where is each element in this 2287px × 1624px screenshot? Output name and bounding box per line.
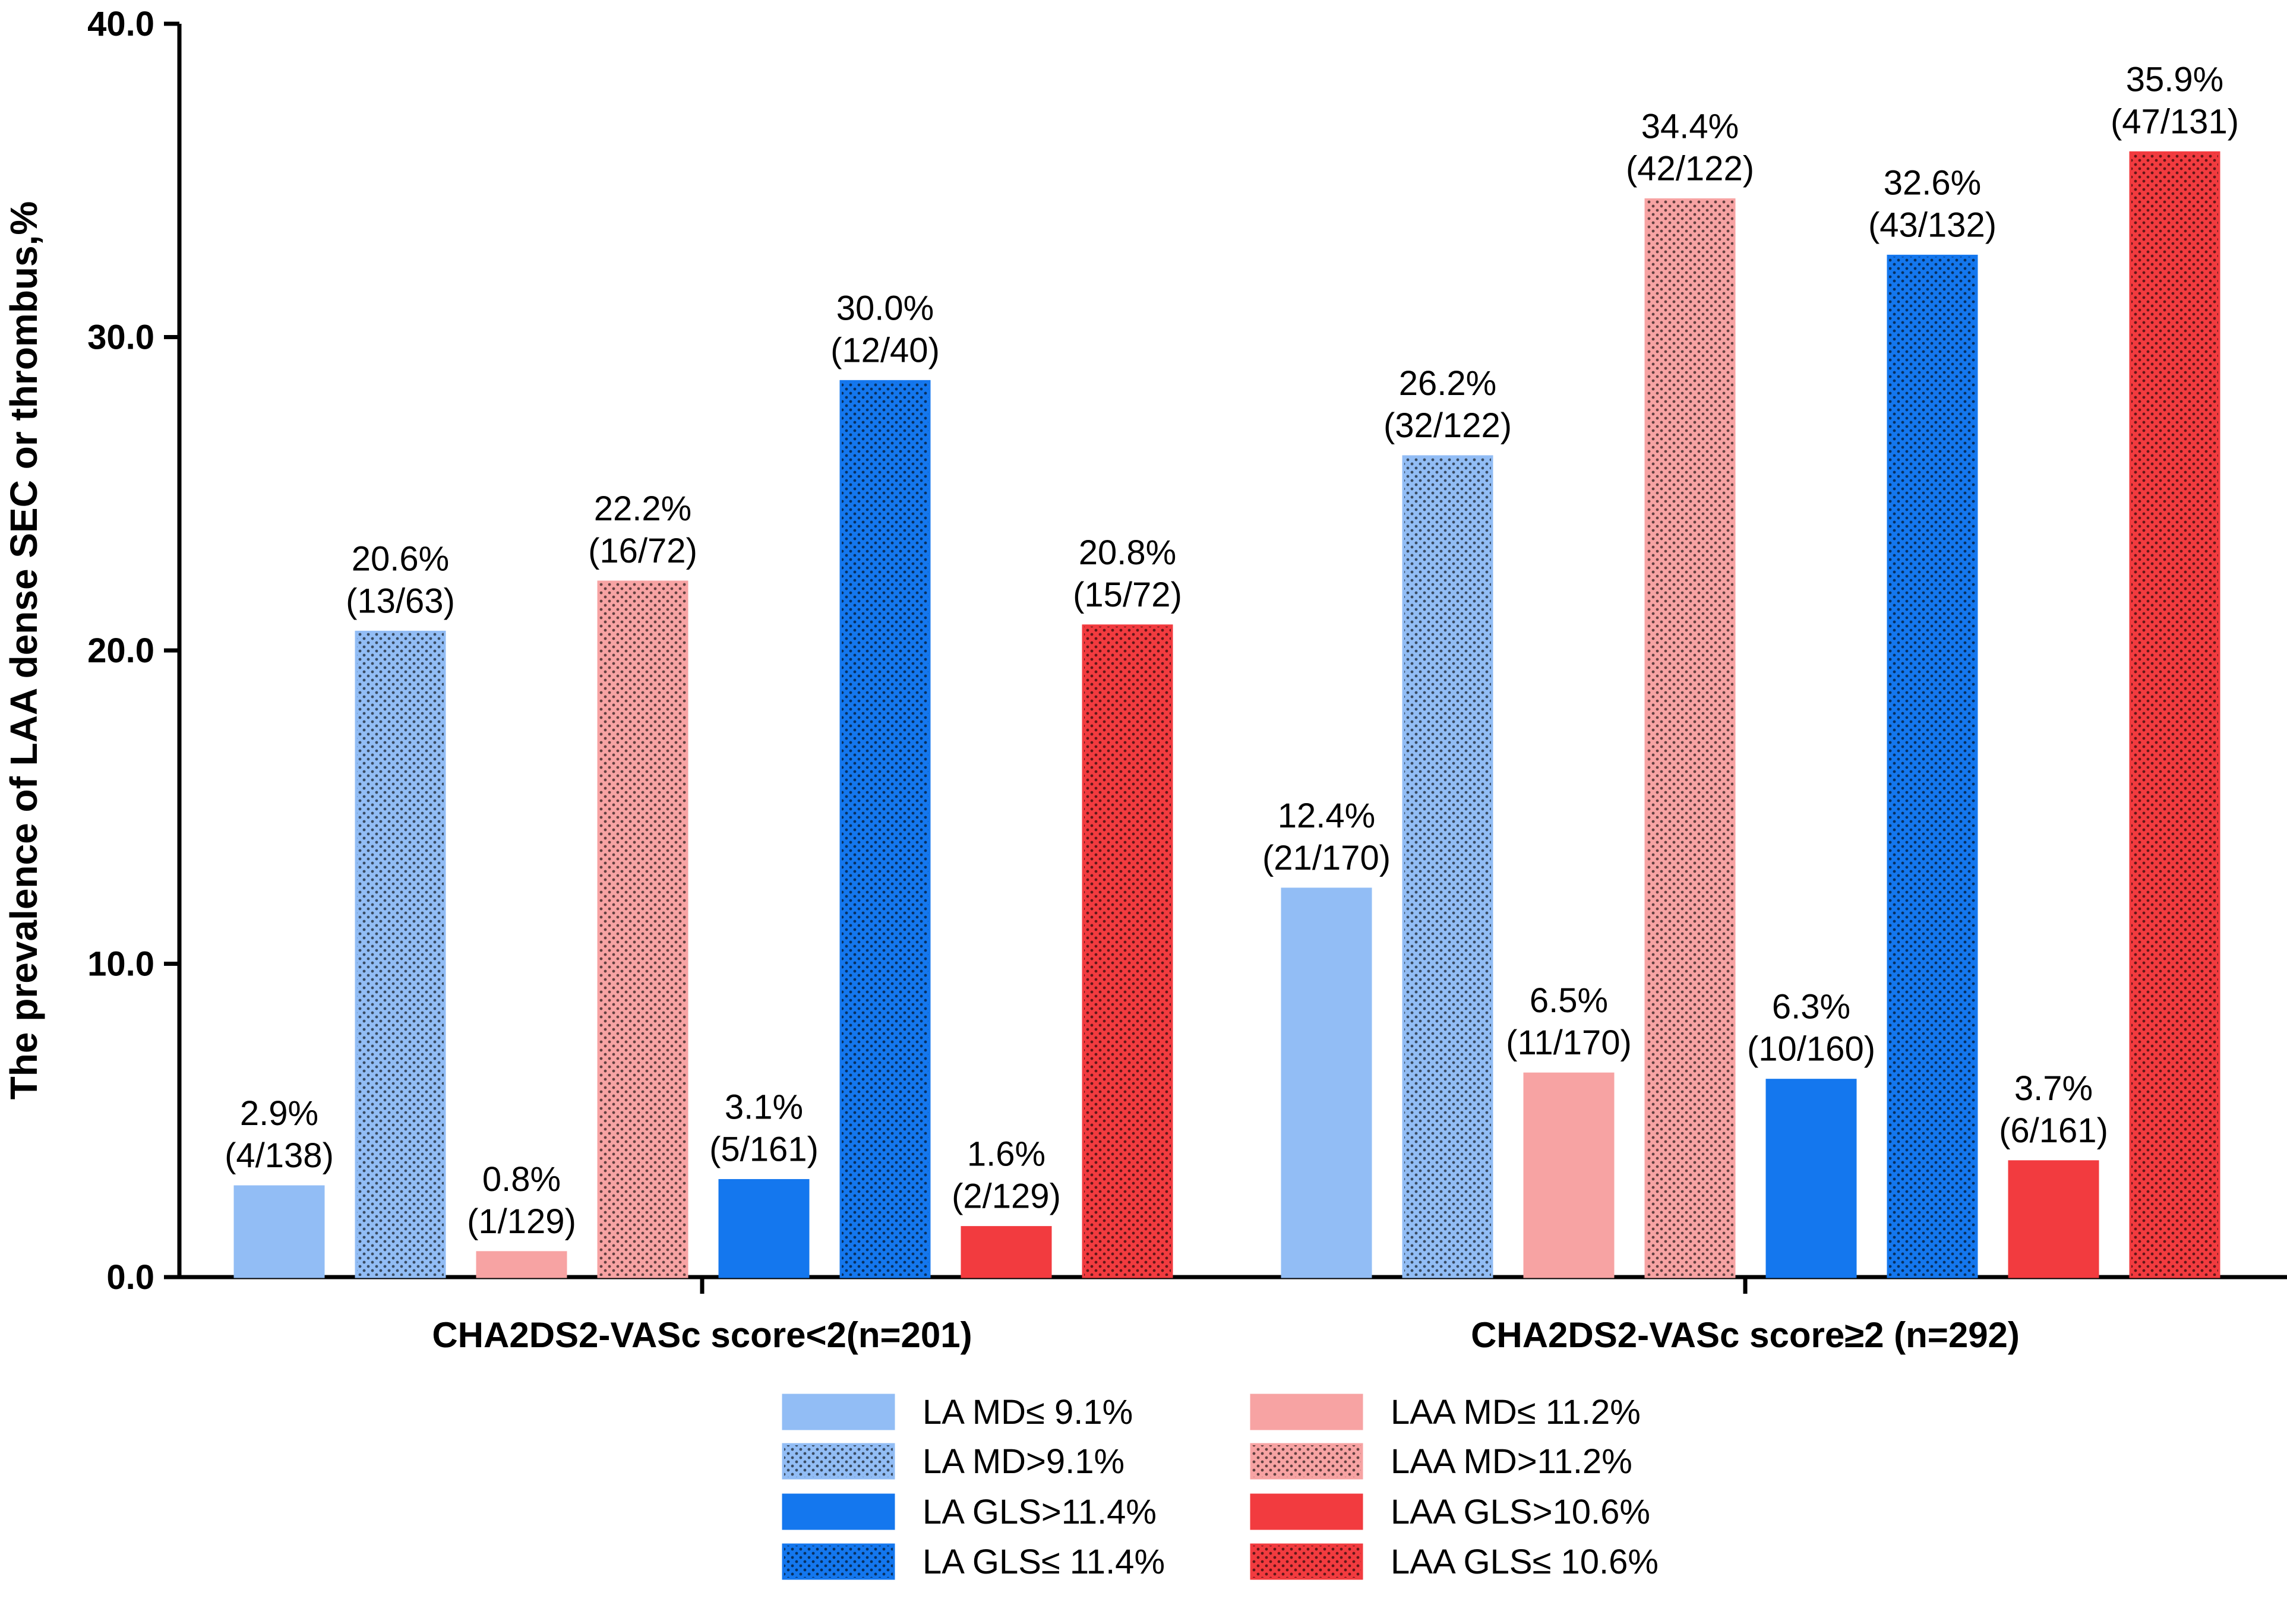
legend-label: LA GLS≤ 11.4% xyxy=(923,1543,1165,1581)
bar-pattern xyxy=(1647,200,1733,1276)
data-label-count: (42/122) xyxy=(1626,149,1754,188)
data-label-percent: 34.4% xyxy=(1641,107,1739,146)
legend-label: LAA GLS≤ 10.6% xyxy=(1391,1543,1659,1581)
data-label-percent: 20.6% xyxy=(352,539,449,578)
data-label-percent: 26.2% xyxy=(1399,364,1496,403)
data-label-percent: 6.3% xyxy=(1772,988,1850,1026)
x-category-label: CHA2DS2-VASc score<2(n=201) xyxy=(432,1315,972,1355)
y-tick-label: 30.0 xyxy=(87,318,154,357)
data-label-count: (11/170) xyxy=(1506,1023,1632,1062)
bar xyxy=(718,1178,810,1278)
data-label-count: (43/132) xyxy=(1868,206,1997,244)
bar xyxy=(233,1185,325,1278)
bar xyxy=(2008,1160,2099,1278)
legend-swatch xyxy=(782,1493,895,1530)
y-tick-label: 10.0 xyxy=(87,945,154,984)
data-label-percent: 12.4% xyxy=(1278,797,1375,835)
data-label-percent: 35.9% xyxy=(2126,60,2223,99)
bar xyxy=(1281,887,1372,1278)
x-category-label: CHA2DS2-VASc score≥2 (n=292) xyxy=(1471,1315,2020,1355)
y-tick-label: 20.0 xyxy=(87,631,154,670)
bar xyxy=(1765,1079,1857,1278)
data-label-count: (12/40) xyxy=(830,331,940,369)
legend-swatch-pattern xyxy=(784,1445,893,1477)
data-label-count: (16/72) xyxy=(588,532,697,570)
data-label-percent: 3.1% xyxy=(725,1088,803,1126)
data-label-count: (6/161) xyxy=(1999,1111,2108,1150)
legend-label: LA MD≤ 9.1% xyxy=(923,1393,1133,1432)
bar-pattern xyxy=(599,582,686,1277)
legend-swatch xyxy=(1250,1394,1363,1430)
legend-label: LAA MD≤ 11.2% xyxy=(1391,1393,1641,1432)
data-label-percent: 1.6% xyxy=(967,1135,1045,1174)
data-labels: (4/138)2.9% (21/170) 12.4% (13/63) 20.6% (32/… xyxy=(225,60,2239,1241)
bar-pattern xyxy=(1084,626,1171,1276)
data-label-count: (1/129) xyxy=(467,1202,576,1241)
bar-pattern xyxy=(1889,257,1976,1277)
bar xyxy=(476,1251,567,1278)
data-label-count: (15/72) xyxy=(1073,576,1182,614)
legend-label: LAA GLS>10.6% xyxy=(1391,1493,1650,1531)
data-label-percent: 3.7% xyxy=(2014,1069,2093,1108)
bars xyxy=(233,151,2220,1278)
data-label-count: (32/122) xyxy=(1383,406,1512,445)
legend-swatch xyxy=(1250,1493,1363,1530)
data-label-percent: 2.9% xyxy=(240,1094,318,1133)
bar xyxy=(1523,1072,1615,1278)
data-label-count: (4/138) xyxy=(225,1136,334,1175)
legend: LA MD≤ 9.1% LA MD>9.1% LAA MD≤ 11.2% LAA MD… xyxy=(782,1393,1659,1581)
data-label-percent: 30.0% xyxy=(836,289,934,327)
bar xyxy=(961,1226,1052,1278)
data-label-percent: 6.5% xyxy=(1530,981,1608,1020)
legend-label: LAA MD>11.2% xyxy=(1391,1442,1632,1481)
bar-pattern xyxy=(1404,457,1491,1277)
data-label-count: (2/129) xyxy=(952,1177,1061,1216)
legend-swatch xyxy=(782,1394,895,1430)
y-tick-label: 40.0 xyxy=(87,5,154,43)
legend-label: LA GLS>11.4% xyxy=(923,1493,1157,1531)
bar-pattern xyxy=(842,382,928,1276)
y-axis-label: The prevalence of LAA dense SEC or throm… xyxy=(2,201,45,1100)
legend-swatch-pattern xyxy=(1252,1445,1361,1477)
data-label-percent: 20.8% xyxy=(1079,533,1176,572)
bar-pattern xyxy=(2131,153,2218,1276)
data-label-count: (5/161) xyxy=(709,1130,819,1168)
data-label-count: (10/160) xyxy=(1747,1030,1875,1069)
axes: 0.0 10.0 20.0 30.0 40.0 The prevalence of LAA… xyxy=(2,5,2287,1355)
y-tick-label: 0.0 xyxy=(106,1258,154,1297)
data-label-percent: 0.8% xyxy=(482,1160,561,1199)
data-label-count: (47/131) xyxy=(2111,102,2239,141)
legend-swatch-pattern xyxy=(1252,1546,1361,1578)
data-label-percent: 22.2% xyxy=(594,489,691,528)
legend-label: LA MD>9.1% xyxy=(923,1442,1124,1481)
data-label-count: (13/63) xyxy=(346,582,455,620)
data-label-count: (21/170) xyxy=(1262,839,1391,877)
legend-swatch-pattern xyxy=(784,1546,893,1578)
data-label-percent: 32.6% xyxy=(1884,163,1981,202)
bar-pattern xyxy=(357,633,444,1276)
